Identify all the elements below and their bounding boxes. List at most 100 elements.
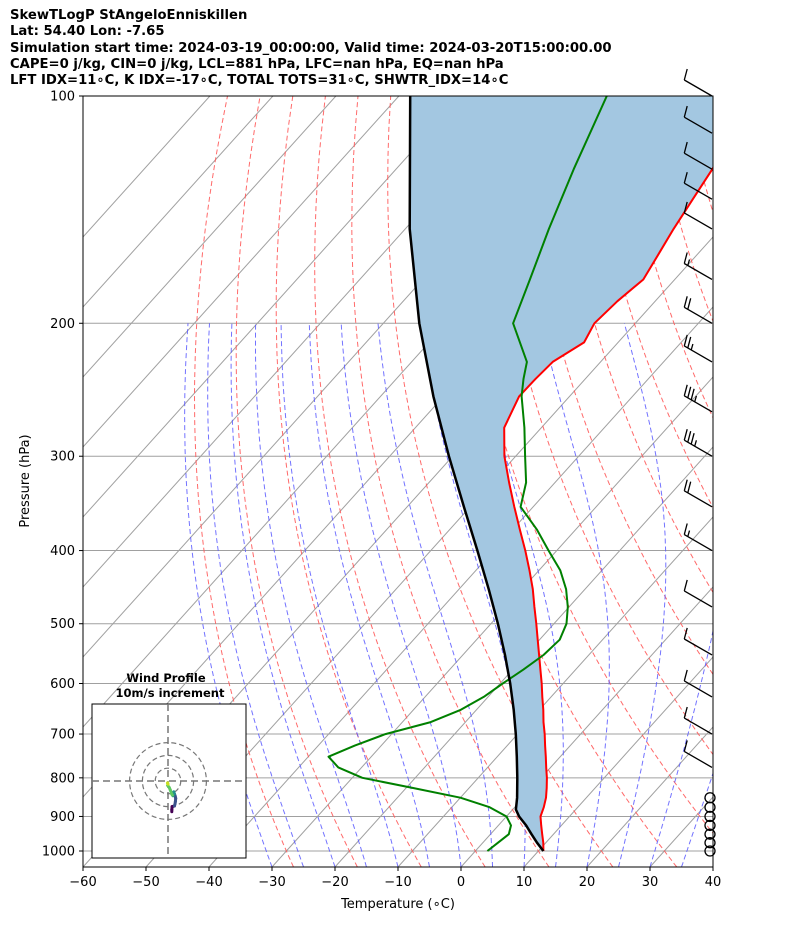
wind-barb [683,172,713,200]
y-axis-label: Pressure (hPa) [18,434,33,527]
wind-barb [683,627,713,656]
wind-barb [683,740,713,768]
barb-shaft [683,212,713,230]
y-tick-label: 1000 [42,845,75,860]
wind-barb [683,334,713,363]
isotherm-line [83,96,463,518]
barb-half-feather [690,343,694,351]
moist-adiabat [681,771,713,867]
dry-adiabat [520,96,713,676]
wind-barb [683,68,713,97]
x-tick-label: −30 [258,875,285,890]
isotherm-line [460,586,713,867]
dry-adiabat [314,96,486,867]
isotherm-line [83,96,400,448]
moist-adiabat [280,323,399,867]
isotherm-line [334,446,713,867]
wind-barb [683,669,713,698]
barb-shaft [683,262,713,281]
barb-feather [683,429,688,441]
background-lines [83,96,794,867]
moist-adiabat [184,323,273,867]
cape-cin-shading [409,96,713,851]
x-tick-label: 20 [579,875,596,890]
barb-half-feather [694,440,698,447]
hodograph-title: Wind Profile [126,671,206,685]
y-tick-label: 300 [50,450,75,465]
y-tick-label: 100 [50,90,75,105]
x-tick-label: −50 [132,875,159,890]
moist-adiabat [377,323,493,867]
station-location: Lat: 54.40 Lon: -7.65 [10,24,165,40]
simulation-times: Simulation start time: 2024-03-19_00:00:… [10,40,612,56]
hodograph-content [92,704,246,858]
x-tick-label: 0 [457,875,465,890]
barb-feather [683,479,688,491]
barb-shaft [683,439,713,457]
wind-barb [683,141,713,170]
barb-feather [683,201,688,214]
barb-feather [687,431,692,443]
y-tick-label: 600 [50,677,75,692]
barb-half-feather [687,259,691,266]
barb-feather [687,336,692,349]
barb-shaft [683,79,713,97]
moist-adiabat [207,323,304,867]
dry-adiabat [585,96,713,509]
dry-adiabat [455,96,713,834]
dry-adiabat [488,96,713,756]
chart-header: SkewTLogP StAngeloEnniskillen Lat: 54.40… [10,8,612,89]
parcel-profile [408,96,545,852]
barb-feather [683,523,688,535]
barb-shaft [683,182,713,200]
barb-feather [683,334,688,347]
barb-half-feather [694,395,698,402]
wind-barb [704,810,716,823]
barb-shaft [683,750,713,768]
wind-barb [683,706,713,735]
barb-shaft [683,116,713,134]
moist-adiabat [649,628,713,867]
wind-barb [683,201,713,230]
barb-feather [683,296,688,308]
barb-feather [683,141,688,154]
barb-feather [683,252,688,264]
calm-circle [704,792,716,804]
x-tick-label: −60 [69,875,96,890]
wind-barb [683,523,713,552]
wind-barb [704,819,716,832]
calm-circle [704,810,716,823]
barb-feather [690,433,695,445]
barb-feather [687,386,692,398]
dewpoint-profile [327,96,608,852]
barb-shaft [683,717,713,735]
dry-adiabat [193,96,294,867]
dry-adiabat [750,96,794,867]
stability-indices: CAPE=0 j/kg, CIN=0 j/kg, LCL=881 hPa, LF… [10,56,504,72]
barb-feather [687,481,692,493]
barb-shaft [683,534,713,552]
barb-feather [683,669,688,682]
isotherm-line [83,96,274,308]
moist-adiabat [230,323,336,867]
dry-adiabat [275,96,422,867]
wind-barb [683,105,713,134]
barb-feather [683,105,688,118]
wind-barbs [683,68,716,857]
y-tick-label: 900 [50,810,75,825]
wind-barb [683,429,713,457]
calm-circle [704,819,716,832]
y-tick-label: 200 [50,317,75,332]
dry-adiabat [683,96,713,214]
x-tick-label: 10 [516,875,533,890]
moist-adiabat [308,323,430,867]
wind-barb [683,296,713,324]
barb-feather [683,172,688,184]
barb-shaft [683,490,713,508]
calm-circle [704,837,716,849]
y-tick-label: 700 [50,728,75,743]
moist-adiabat [255,323,367,867]
moist-adiabat [474,323,564,867]
wind-barb [683,479,713,508]
